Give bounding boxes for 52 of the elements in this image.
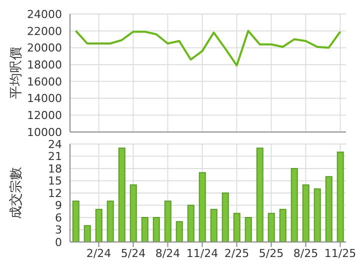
bar [106, 200, 114, 242]
x-tick-label: 11/25 [324, 246, 356, 260]
y-tick-label: 15 [48, 174, 62, 188]
x-tick-label: 8/25 [293, 246, 318, 260]
bar [290, 168, 298, 242]
x-tick-label: 8/24 [155, 246, 180, 260]
line-series [74, 30, 342, 66]
x-tick-label: 5/25 [258, 246, 284, 260]
y-tick-label: 10000 [27, 126, 62, 139]
bar [268, 212, 275, 242]
bar [302, 184, 310, 242]
y-tick-label: 9 [55, 199, 62, 212]
bar [279, 208, 286, 242]
bar [233, 212, 240, 242]
bar [314, 188, 321, 242]
y-tick-label: 22000 [27, 24, 62, 38]
bar [95, 208, 102, 242]
y-tick-label: 3 [55, 224, 62, 237]
y-tick-label: 21 [48, 150, 62, 164]
y-tick-label: 12 [48, 186, 62, 200]
y-tick-label: 0 [55, 236, 62, 249]
bar [325, 176, 332, 242]
bar [152, 217, 160, 242]
y-tick-label: 14000 [27, 92, 62, 106]
bar [210, 208, 218, 242]
y-axis-title: 平均呎價 [9, 47, 25, 99]
x-tick-label: 2/25 [224, 246, 250, 260]
bar [256, 148, 264, 242]
y-tick-label: 12000 [27, 109, 62, 122]
y-tick-label: 20000 [27, 42, 62, 55]
bar [222, 192, 229, 242]
y-axis-title: 成交宗數 [9, 167, 25, 219]
bar [72, 200, 80, 242]
bar [164, 200, 172, 242]
y-tick-label: 18000 [27, 58, 62, 72]
bar [84, 225, 91, 242]
bar [198, 172, 206, 242]
x-tick-label: 5/24 [120, 246, 146, 260]
bar [176, 221, 183, 242]
bar [141, 217, 148, 242]
y-tick-label: 24 [48, 138, 62, 151]
bar [130, 184, 137, 242]
x-tick-label: 2/24 [86, 246, 112, 260]
x-tick-label: 11/24 [186, 246, 218, 260]
bar [187, 204, 194, 242]
y-tick-label: 16000 [27, 75, 62, 88]
y-tick-label: 18 [48, 162, 62, 176]
bar [336, 152, 344, 242]
y-tick-label: 24000 [27, 8, 62, 21]
bar [118, 148, 126, 242]
bar [244, 217, 252, 242]
y-tick-label: 6 [55, 211, 62, 224]
